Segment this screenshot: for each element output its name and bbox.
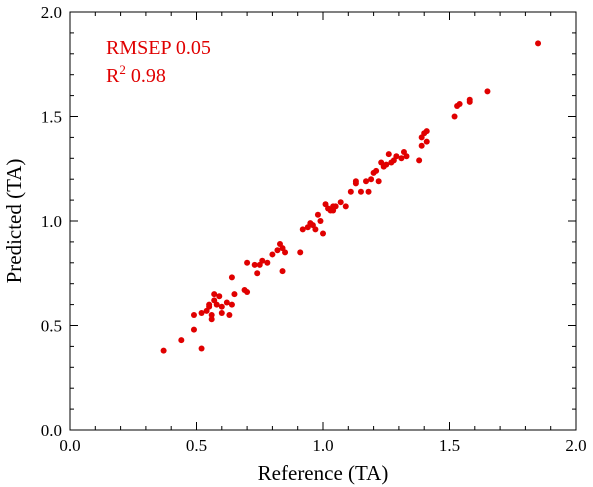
y-tick-label: 1.0 — [41, 212, 62, 231]
data-point — [198, 345, 205, 352]
data-point — [299, 226, 306, 233]
y-tick-label: 2.0 — [41, 3, 62, 22]
data-point — [418, 142, 425, 149]
data-point — [279, 268, 286, 275]
data-point — [208, 316, 215, 323]
data-point — [363, 178, 370, 185]
data-point — [385, 151, 392, 158]
data-point — [423, 128, 430, 135]
r2-annotation: R2 0.98 — [106, 62, 166, 87]
y-tick-label: 0.5 — [41, 317, 62, 336]
data-point — [211, 291, 218, 298]
data-point — [213, 301, 220, 308]
data-point — [223, 299, 230, 306]
data-point — [244, 289, 251, 296]
tick-labels: 0.00.0 0.5 0.5 1.0 1.0 1.5 1.5 2.0 2.0 — [41, 3, 587, 455]
data-point — [373, 167, 380, 174]
y-axis-title: Predicted (TA) — [2, 159, 26, 284]
data-point — [398, 155, 405, 162]
y-tick-label: 1.5 — [41, 108, 62, 127]
data-point — [347, 188, 354, 195]
data-point — [466, 96, 473, 103]
x-tick-label: 0.0 — [59, 436, 80, 455]
data-point — [231, 291, 238, 298]
y-tick-label: 0.0 — [41, 421, 62, 440]
data-point — [228, 301, 235, 308]
data-point — [365, 188, 372, 195]
x-tick-label: 1.5 — [439, 436, 460, 455]
data-point — [218, 309, 225, 316]
data-point — [535, 40, 542, 47]
data-point — [451, 113, 458, 120]
x-tick-label: 2.0 — [565, 436, 586, 455]
rmsep-annotation: RMSEP 0.05 — [106, 37, 211, 59]
data-point — [320, 230, 326, 237]
data-point — [314, 211, 321, 218]
data-point — [269, 251, 276, 258]
data-point — [317, 218, 324, 224]
data-point — [337, 199, 344, 206]
data-point — [393, 153, 400, 160]
data-point — [456, 100, 463, 107]
data-point — [206, 301, 213, 308]
data-point — [228, 274, 235, 281]
data-point — [282, 249, 289, 256]
x-tick-label: 0.5 — [186, 436, 207, 455]
data-point — [178, 337, 185, 344]
x-axis-title: Reference (TA) — [258, 461, 389, 485]
data-point — [264, 259, 271, 266]
x-tick-label: 1.0 — [312, 436, 333, 455]
data-point — [312, 226, 319, 233]
data-point — [259, 257, 266, 264]
data-point — [484, 88, 491, 95]
data-point — [216, 293, 223, 300]
data-point — [244, 259, 251, 266]
data-point — [190, 326, 197, 333]
data-point — [342, 203, 349, 210]
data-point — [423, 138, 430, 145]
data-point — [198, 309, 205, 316]
data-point — [368, 176, 375, 183]
r2-base: R — [106, 65, 120, 87]
data-point — [383, 161, 390, 168]
data-point — [352, 178, 359, 185]
data-point — [403, 153, 410, 160]
data-points — [160, 40, 542, 354]
data-point — [160, 347, 167, 354]
data-point — [218, 303, 225, 310]
data-point — [332, 203, 339, 210]
data-point — [416, 157, 423, 164]
r2-exponent: 2 — [119, 62, 126, 77]
data-point — [226, 312, 233, 319]
r2-value: 0.98 — [131, 65, 166, 87]
data-point — [254, 270, 261, 277]
data-point — [357, 188, 364, 195]
data-point — [190, 312, 197, 319]
data-point — [274, 247, 281, 254]
data-point — [251, 261, 258, 268]
data-point — [208, 312, 215, 319]
data-point — [375, 178, 382, 185]
data-point — [297, 249, 304, 256]
axis-ticks — [69, 11, 577, 431]
